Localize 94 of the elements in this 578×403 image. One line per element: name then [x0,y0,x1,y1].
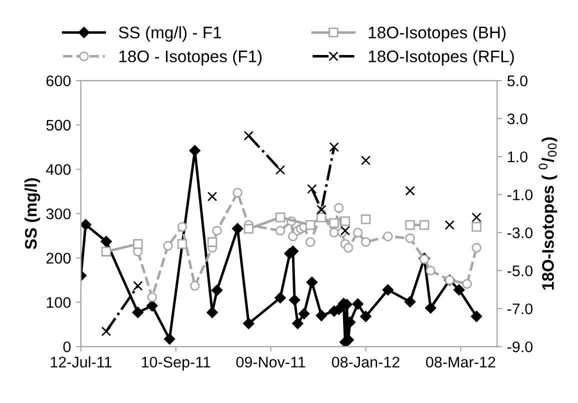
point [472,222,482,232]
point [177,239,188,249]
point [80,219,92,230]
y-tick-label: 600 [46,75,71,86]
point [306,237,316,247]
point [190,280,200,291]
point [298,308,310,320]
point [316,310,328,322]
point [163,241,173,251]
point [419,220,430,230]
point [383,232,393,242]
legend-label: SS (mg/l) - F1 [118,26,222,42]
y2-tick-label: -3.0 [507,227,533,238]
point [211,284,223,296]
point [470,310,482,322]
point [275,165,286,175]
y2-tick-label: -7.0 [507,303,533,314]
point [189,145,200,156]
point [360,156,371,166]
point [101,246,112,256]
point [232,188,242,198]
point [472,212,482,222]
point [352,298,364,310]
point [177,222,188,232]
point [334,203,344,213]
y-tick-label: 0 [63,341,71,352]
y2-tick-label: 5.0 [507,75,528,86]
y-tick-label: 500 [46,120,71,131]
point [329,218,339,228]
point [292,318,304,330]
point [343,242,354,253]
point [146,300,158,312]
point [316,212,326,222]
y-tick-label: 100 [46,297,71,308]
point [425,302,436,314]
legend-label: 18O-Isotopes (BH) [368,26,506,42]
point [147,292,157,302]
point [352,228,363,238]
point [212,226,222,236]
point [244,224,254,234]
point [360,237,371,247]
point [100,236,112,248]
point [404,296,416,308]
point [306,276,318,288]
x-tick-label: 08-Mar-12 [426,356,496,368]
point [360,214,371,224]
y2-tick-label: 1.0 [508,151,528,162]
point [244,130,254,141]
point [329,228,339,238]
legend-label: 18O-Isotopes (RFL) [368,50,514,66]
point [453,284,465,296]
point [405,186,415,196]
point [275,212,286,222]
point [462,279,472,289]
point [382,284,394,296]
y2-axis-title: 18O-Isotopes ( $^{0}$/$_{00}$) [538,137,558,290]
y-tick-label: 400 [46,164,71,175]
point [405,233,415,244]
x-tick-label: 09-Nov-11 [236,356,306,368]
point [316,204,326,215]
y2-tick-label: -9.0 [507,341,533,352]
y-tick-label: 200 [46,252,71,264]
x-tick-label: 08-Jan-12 [332,356,400,368]
point [132,306,144,318]
point [275,226,286,236]
y-tick-label: 300 [46,208,71,220]
x-tick-label: 10-Sep-11 [142,356,210,371]
point [426,266,436,276]
point [164,333,176,345]
y-axis-title: SS (mg/l) [24,178,40,250]
point [101,326,112,336]
point [207,192,218,202]
point [472,242,482,253]
point [133,239,143,249]
point [274,292,286,304]
point [206,306,218,318]
point [133,280,143,291]
y2-tick-label: -1.0 [507,189,533,200]
legend-label: 18O - Isotopes (F1) [119,50,262,66]
point [360,310,372,322]
point [306,220,316,230]
x-tick-label: 12-Jul-11 [50,356,112,368]
y2-tick-label: -5.0 [507,265,533,276]
point [340,216,350,226]
y2-tick-label: 3.0 [507,113,528,124]
point [405,220,415,230]
point [444,220,454,230]
point [329,142,339,152]
point [232,223,244,234]
point [243,318,254,330]
point [207,237,218,247]
point [340,226,350,236]
point [288,294,300,306]
point [307,184,317,194]
